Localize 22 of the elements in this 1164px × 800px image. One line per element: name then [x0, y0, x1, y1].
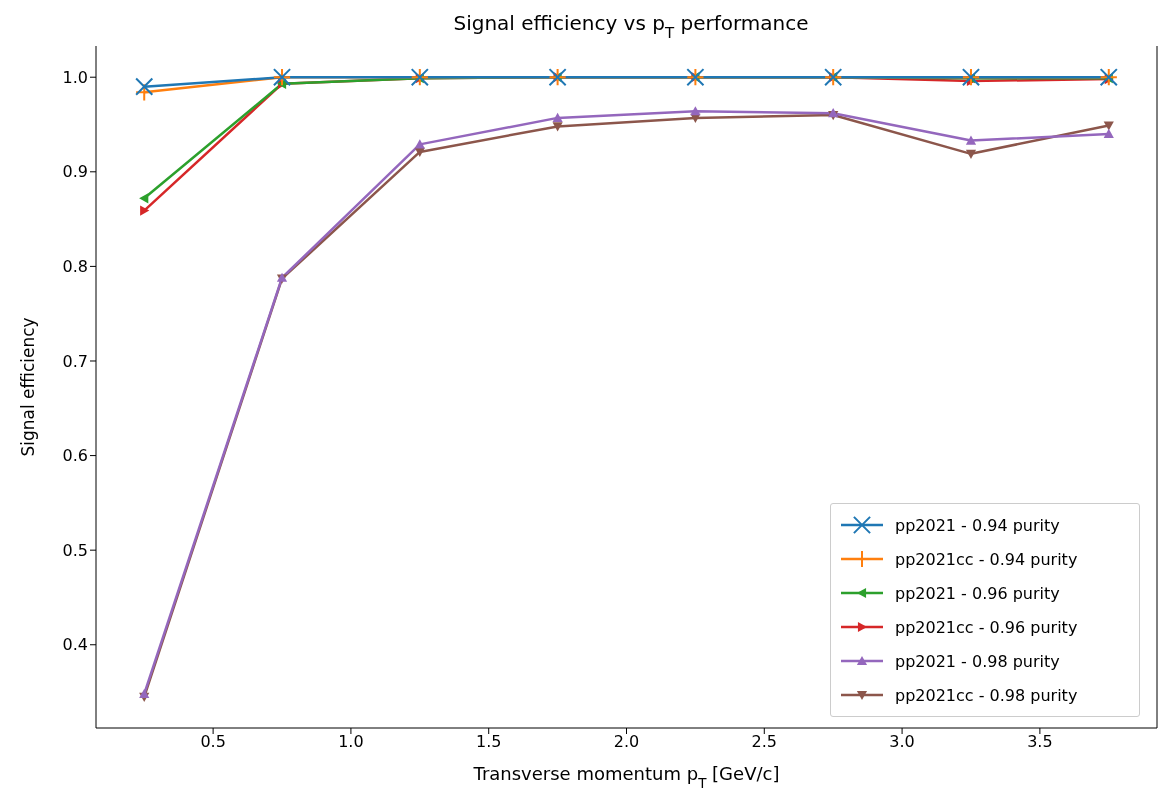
y-tick-label: 0.5 [62, 540, 88, 560]
y-axis-title: Signal efficiency [18, 317, 38, 457]
legend-label: pp2021 - 0.94 purity [895, 515, 1060, 535]
x-tick-label: 2.5 [751, 732, 778, 752]
x-axis-title: Transverse momentum p$_{T}$ [GeV/c] [472, 763, 780, 791]
x-tick-label: 2.0 [613, 732, 640, 752]
legend-label: pp2021cc - 0.94 purity [895, 549, 1078, 569]
x-tick-label: 0.5 [200, 732, 226, 752]
y-tick-label: 0.9 [62, 162, 88, 182]
y-tick-label: 1.0 [62, 67, 88, 87]
legend-label: pp2021cc - 0.98 purity [895, 685, 1078, 705]
x-tick-label: 1.0 [338, 732, 364, 752]
y-tick-label: 0.7 [62, 351, 88, 371]
y-tick-label: 0.8 [62, 257, 88, 277]
legend-label: pp2021cc - 0.96 purity [895, 617, 1078, 637]
x-tick-label: 3.5 [1027, 732, 1053, 752]
y-tick-label: 0.4 [62, 635, 88, 655]
x-tick-label: 1.5 [475, 732, 502, 752]
y-tick-label: 0.6 [62, 446, 88, 466]
legend-label: pp2021 - 0.98 purity [895, 651, 1060, 671]
x-tick-label: 3.0 [889, 732, 915, 752]
legend-label: pp2021 - 0.96 purity [895, 583, 1060, 603]
